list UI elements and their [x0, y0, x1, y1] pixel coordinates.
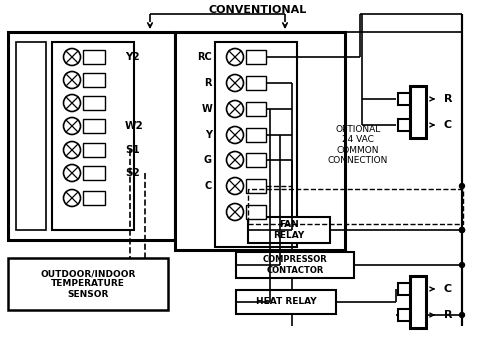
Text: RC: RC — [197, 52, 212, 62]
Text: COMPRESSOR
CONTACTOR: COMPRESSOR CONTACTOR — [263, 255, 327, 275]
Bar — [236, 290, 336, 314]
Bar — [52, 42, 134, 230]
Bar — [83, 143, 105, 157]
Text: Y: Y — [205, 130, 212, 140]
Text: C: C — [205, 181, 212, 191]
Bar — [83, 191, 105, 205]
Text: W2: W2 — [125, 121, 144, 131]
Bar — [398, 309, 410, 321]
Text: C: C — [444, 120, 452, 130]
Text: R: R — [444, 310, 453, 320]
Bar — [248, 217, 330, 243]
Bar — [83, 73, 105, 87]
Bar — [215, 42, 297, 247]
Circle shape — [459, 313, 465, 317]
Circle shape — [64, 190, 80, 207]
Bar — [236, 252, 354, 278]
Circle shape — [64, 72, 80, 89]
Bar — [8, 32, 175, 240]
Text: C: C — [444, 284, 452, 294]
Text: FAN
RELAY: FAN RELAY — [273, 220, 305, 240]
Bar — [398, 283, 410, 295]
Circle shape — [64, 165, 80, 182]
Circle shape — [459, 227, 465, 233]
Bar — [246, 179, 266, 193]
Circle shape — [227, 126, 243, 144]
Text: R: R — [204, 78, 212, 88]
Bar — [248, 189, 463, 224]
Bar — [246, 205, 266, 219]
Circle shape — [227, 48, 243, 66]
Text: OUTDOOR/INDOOR
TEMPERATURE
SENSOR: OUTDOOR/INDOOR TEMPERATURE SENSOR — [40, 269, 136, 299]
Bar — [83, 50, 105, 64]
Bar — [246, 128, 266, 142]
Bar — [83, 119, 105, 133]
Text: R: R — [444, 94, 453, 104]
Circle shape — [227, 74, 243, 92]
Bar — [16, 42, 46, 230]
Bar — [246, 76, 266, 90]
Text: S2: S2 — [125, 168, 140, 178]
Bar — [246, 153, 266, 167]
Text: CONVENTIONAL: CONVENTIONAL — [209, 5, 307, 15]
Circle shape — [459, 227, 465, 233]
Circle shape — [64, 95, 80, 112]
Bar — [8, 258, 168, 310]
Circle shape — [459, 263, 465, 267]
Text: HEAT RELAY: HEAT RELAY — [255, 297, 316, 307]
Text: OPTIONAL
24 VAC
COMMON
CONNECTION: OPTIONAL 24 VAC COMMON CONNECTION — [328, 125, 388, 165]
Text: W: W — [201, 104, 212, 114]
Text: S1: S1 — [125, 145, 140, 155]
Bar — [398, 119, 410, 131]
Circle shape — [64, 142, 80, 159]
Text: Y2: Y2 — [125, 52, 140, 62]
Bar — [175, 32, 345, 250]
Circle shape — [459, 184, 465, 189]
Bar — [246, 102, 266, 116]
Circle shape — [64, 48, 80, 66]
Bar — [83, 166, 105, 180]
Circle shape — [64, 118, 80, 135]
Circle shape — [227, 203, 243, 220]
Bar — [410, 276, 426, 328]
Bar — [410, 86, 426, 138]
Bar — [246, 50, 266, 64]
Circle shape — [227, 100, 243, 118]
Circle shape — [227, 151, 243, 169]
Bar — [83, 96, 105, 110]
Text: G: G — [204, 155, 212, 165]
Bar — [398, 93, 410, 105]
Circle shape — [227, 177, 243, 194]
